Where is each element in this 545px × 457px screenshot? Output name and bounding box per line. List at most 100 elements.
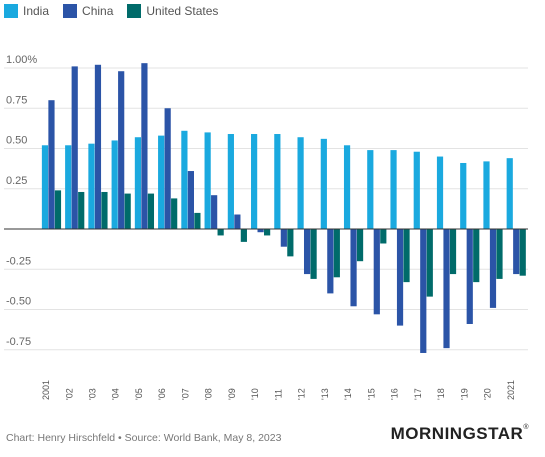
legend-item-india: India: [4, 4, 49, 18]
legend-label: China: [82, 4, 114, 18]
x-tick-label: '02: [64, 388, 74, 400]
legend-item-united-states: United States: [127, 4, 218, 18]
legend-label: India: [23, 4, 50, 18]
bar-china-19: [466, 229, 473, 324]
x-tick-label: '18: [436, 388, 446, 400]
x-tick-label: '20: [483, 388, 493, 400]
bar-united-states-11: [287, 229, 294, 257]
bar-india-17: [413, 151, 420, 229]
bar-united-states-14: [356, 229, 364, 262]
x-tick-label: '06: [157, 388, 167, 400]
bar-india-09: [227, 134, 234, 229]
x-tick-label: 2021: [506, 380, 516, 400]
x-tick-label: '07: [180, 388, 190, 400]
x-tick-label: '14: [343, 388, 353, 400]
x-tick-label: '15: [366, 388, 376, 400]
y-tick-label: 1.00%: [6, 54, 37, 66]
y-tick-label: 0.25: [6, 175, 27, 187]
y-tick-label: 0.75: [6, 94, 27, 106]
bar-india-20: [483, 161, 490, 229]
bar-china-14: [350, 229, 357, 307]
registered-mark: ®: [523, 424, 529, 431]
bar-china-20: [489, 229, 497, 308]
x-tick-label: 2001: [41, 380, 51, 400]
bar-united-states-09: [240, 229, 247, 242]
bar-india-12: [297, 137, 304, 229]
bar-india-02: [65, 145, 72, 229]
x-tick-label: '16: [390, 388, 400, 400]
bar-india-18: [436, 156, 444, 229]
bar-united-states-10: [264, 229, 271, 236]
bar-india-19: [460, 162, 467, 229]
bar-india-2001: [41, 145, 49, 229]
bar-india-14: [343, 145, 351, 229]
x-tick-label: '03: [87, 388, 97, 400]
bar-china-18: [443, 229, 450, 349]
chart-source-note: Chart: Henry Hirschfeld • Source: World …: [6, 432, 282, 444]
morningstar-logo: MORNINGSTAR®: [391, 424, 529, 444]
bar-china-16: [396, 229, 404, 326]
legend-label: United States: [146, 4, 219, 18]
bar-united-states-2021: [519, 229, 526, 276]
bar-united-states-12: [310, 229, 317, 279]
bar-india-11: [274, 134, 281, 229]
y-tick-label: -0.25: [6, 255, 31, 267]
bar-india-06: [158, 135, 165, 229]
bar-united-states-02: [78, 191, 85, 229]
legend-item-china: China: [63, 4, 113, 18]
bar-india-04: [111, 140, 118, 229]
bar-united-states-19: [473, 229, 480, 283]
bar-india-15: [367, 150, 374, 229]
bar-china-2021: [513, 229, 520, 275]
x-tick-label: '08: [204, 388, 214, 400]
x-tick-label: '12: [297, 388, 307, 400]
bar-united-states-04: [124, 193, 131, 229]
bar-china-13: [327, 229, 334, 294]
y-tick-label: -0.75: [6, 336, 31, 348]
bar-india-10: [251, 134, 258, 229]
bar-united-states-2001: [54, 190, 62, 229]
bar-china-02: [71, 66, 78, 229]
x-tick-label: '04: [111, 388, 121, 400]
bar-india-08: [204, 132, 211, 229]
bar-china-15: [373, 229, 380, 315]
bar-india-16: [390, 150, 397, 229]
bar-china-17: [420, 229, 427, 353]
bar-china-08: [211, 195, 218, 229]
bar-united-states-17: [426, 229, 433, 297]
bar-united-states-16: [403, 229, 410, 283]
legend-swatch: [127, 4, 142, 18]
bar-china-09: [234, 214, 241, 229]
y-tick-label: 0.50: [6, 135, 27, 147]
bar-china-03: [94, 64, 102, 229]
y-tick-label: -0.50: [6, 296, 31, 308]
bar-india-05: [134, 137, 142, 229]
bar-china-06: [164, 108, 171, 229]
bar-united-states-03: [101, 191, 108, 229]
legend-swatch: [4, 4, 18, 18]
x-tick-label: '10: [250, 388, 260, 400]
bar-united-states-08: [217, 229, 224, 236]
bar-china-05: [141, 63, 148, 229]
bar-united-states-20: [496, 229, 503, 279]
bar-india-2021: [506, 158, 513, 229]
x-tick-label: '19: [459, 388, 469, 400]
chart-legend: India China United States: [4, 4, 218, 18]
bar-united-states-15: [380, 229, 387, 244]
x-tick-label: '17: [413, 388, 423, 400]
bar-united-states-18: [449, 229, 457, 275]
logo-text: MORNINGSTAR: [390, 424, 524, 443]
x-tick-label: '09: [227, 388, 237, 400]
bar-united-states-07: [194, 212, 201, 229]
bar-china-10: [257, 229, 264, 233]
bar-united-states-06: [171, 198, 178, 229]
bar-china-2001: [48, 100, 55, 229]
bar-united-states-05: [147, 193, 155, 229]
bar-china-12: [303, 229, 311, 275]
legend-swatch: [63, 4, 78, 18]
bar-china-07: [187, 171, 194, 229]
bar-china-11: [280, 229, 287, 247]
bar-india-03: [88, 143, 95, 229]
x-tick-label: '13: [320, 388, 330, 400]
